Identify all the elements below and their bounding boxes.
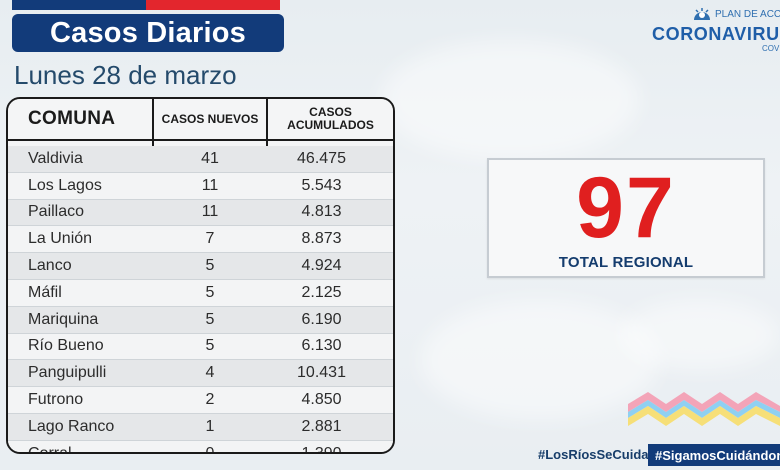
- cell-casos-nuevos: 11: [201, 176, 219, 194]
- hashtag-sigamos: #SigamosCuidándonos: [648, 444, 780, 466]
- cell-casos-acumulados: 8.873: [301, 230, 342, 248]
- table-row: Corral 0 1.390: [8, 440, 393, 454]
- logo-top: PLAN DE ACC: [692, 7, 780, 21]
- total-number: 97: [576, 160, 676, 256]
- table-row: Paillaco 11 4.813: [8, 199, 393, 227]
- cell-casos-nuevos: 4: [205, 364, 215, 382]
- cell-casos-acumulados: 10.431: [297, 364, 346, 382]
- header-casos-acumulados: CASOS ACUMULADOS: [287, 105, 374, 132]
- cell-casos-acumulados: 1.390: [301, 444, 342, 454]
- cell-casos-acumulados: 2.125: [301, 283, 342, 301]
- flag-blue-stripe: [12, 0, 146, 10]
- background-cloud: [420, 300, 660, 420]
- total-label: TOTAL REGIONAL: [558, 254, 694, 271]
- cell-casos-acumulados: 6.130: [301, 337, 342, 355]
- cell-comuna: Panguipulli: [28, 364, 107, 382]
- page-title: Casos Diarios: [12, 14, 284, 52]
- cell-casos-nuevos: 2: [205, 391, 215, 409]
- cell-casos-nuevos: 1: [205, 417, 215, 435]
- cell-casos-acumulados: 2.881: [301, 417, 342, 435]
- cell-comuna: Máfil: [28, 283, 62, 301]
- header-casos-nuevos: CASOS NUEVOS: [161, 111, 259, 126]
- cell-comuna: Lanco: [28, 257, 72, 275]
- coronavirus-logo: PLAN DE ACC CORONAVIRU COVI: [650, 7, 780, 55]
- flag-stripe: [12, 0, 280, 10]
- table-row: Río Bueno 5 6.130: [8, 333, 393, 361]
- cell-casos-nuevos: 0: [205, 444, 215, 454]
- cell-casos-acumulados: 46.475: [297, 149, 346, 167]
- rainbow-wave-graphic: [628, 392, 780, 426]
- cell-comuna: Paillaco: [28, 203, 85, 221]
- table-row: Los Lagos 11 5.543: [8, 172, 393, 200]
- table-row: Lanco 5 4.924: [8, 253, 393, 280]
- table-row: Futrono 2 4.850: [8, 387, 393, 414]
- cell-comuna: Río Bueno: [28, 337, 104, 355]
- background-cloud: [380, 40, 640, 160]
- total-regional-box: 97 TOTAL REGIONAL: [487, 158, 765, 278]
- table-row: Lago Ranco 1 2.881: [8, 413, 393, 441]
- cell-comuna: La Unión: [28, 230, 93, 248]
- cell-comuna: Mariquina: [28, 310, 99, 328]
- table-row: Máfil 5 2.125: [8, 279, 393, 307]
- cell-casos-nuevos: 5: [205, 337, 215, 355]
- background-cloud: [620, 300, 780, 370]
- cell-casos-acumulados: 4.924: [301, 257, 342, 275]
- cell-casos-nuevos: 5: [205, 257, 215, 275]
- flag-red-stripe: [146, 0, 280, 10]
- cell-comuna: Futrono: [28, 391, 84, 409]
- cell-casos-nuevos: 41: [201, 149, 219, 167]
- hashtag-los-rios: #LosRíosSeCuida: [538, 447, 649, 462]
- cases-table: COMUNA CASOS NUEVOS CASOS ACUMULADOS Val…: [6, 97, 395, 454]
- cell-comuna: Valdivia: [28, 149, 83, 167]
- plan-label: PLAN DE ACC: [715, 8, 780, 20]
- cell-casos-nuevos: 5: [205, 310, 215, 328]
- cell-casos-acumulados: 6.190: [301, 310, 342, 328]
- government-shield-icon: [694, 8, 710, 20]
- header-comuna: COMUNA: [28, 108, 116, 130]
- cell-comuna: Corral: [28, 444, 72, 454]
- cell-casos-acumulados: 5.543: [301, 176, 342, 194]
- table-body: Valdivia 41 46.475 Los Lagos 11 5.543 Pa…: [8, 141, 393, 454]
- table-row: Panguipulli 4 10.431: [8, 360, 393, 388]
- table-row: La Unión 7 8.873: [8, 226, 393, 254]
- cell-comuna: Los Lagos: [28, 176, 102, 194]
- table-row: Mariquina 5 6.190: [8, 306, 393, 334]
- cell-casos-acumulados: 4.850: [301, 391, 342, 409]
- program-label: CORONAVIRU: [652, 24, 780, 44]
- table-row: Valdivia 41 46.475: [8, 146, 393, 173]
- cell-casos-acumulados: 4.813: [301, 203, 342, 221]
- table-header: COMUNA CASOS NUEVOS CASOS ACUMULADOS: [8, 99, 393, 141]
- program-suffix: COVI: [762, 44, 780, 53]
- date-subtitle: Lunes 28 de marzo: [14, 60, 237, 90]
- cell-casos-nuevos: 11: [201, 203, 219, 221]
- cell-casos-nuevos: 7: [205, 230, 215, 248]
- cell-casos-nuevos: 5: [205, 283, 215, 301]
- cell-comuna: Lago Ranco: [28, 417, 115, 435]
